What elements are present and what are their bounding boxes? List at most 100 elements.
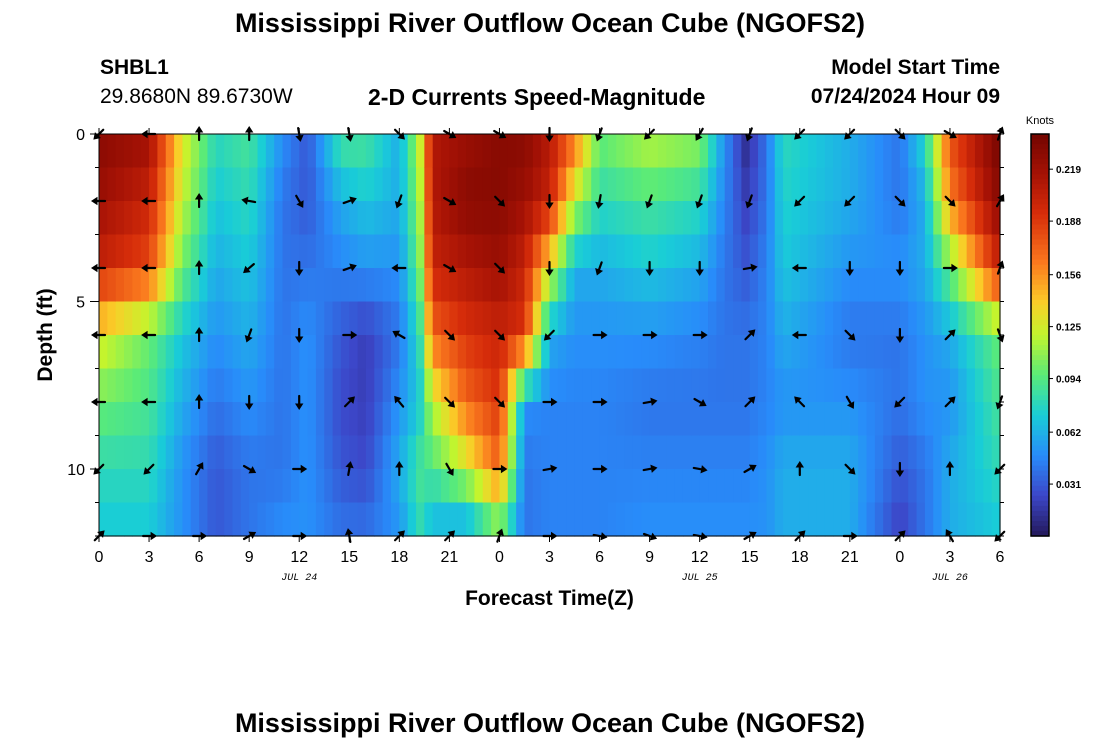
- heatmap-cell: [708, 167, 717, 202]
- heatmap-cell: [324, 469, 334, 504]
- heatmap-cell: [165, 234, 175, 269]
- heatmap-cell: [824, 234, 834, 269]
- heatmap-cell: [441, 335, 450, 370]
- heatmap-cell: [641, 502, 651, 537]
- heatmap-cell: [566, 201, 576, 236]
- heatmap-cell: [724, 234, 734, 269]
- heatmap-cell: [541, 167, 551, 202]
- heatmap-cell: [791, 167, 801, 202]
- heatmap-cell: [724, 368, 734, 403]
- heatmap-cell: [390, 167, 400, 202]
- heatmap-cell: [883, 402, 893, 437]
- heatmap-cell: [616, 502, 626, 537]
- colorbar-segment: [1031, 385, 1049, 391]
- heatmap-cell: [157, 167, 167, 202]
- heatmap-cell: [933, 469, 943, 504]
- heatmap-cell: [124, 134, 133, 169]
- heatmap-cell: [457, 469, 467, 504]
- heatmap-cell: [382, 134, 392, 169]
- arrow-head: [446, 468, 454, 476]
- heatmap-cell: [382, 435, 392, 470]
- arrow-head: [295, 403, 304, 410]
- heatmap-cell: [991, 301, 1001, 336]
- x-tick-label: 6: [195, 549, 204, 566]
- heatmap-cell: [149, 301, 158, 336]
- current-arrow: [894, 396, 906, 408]
- heatmap-cell: [849, 435, 859, 470]
- heatmap-cell: [624, 234, 634, 269]
- heatmap-cell: [340, 469, 350, 504]
- heatmap-cell: [624, 435, 634, 470]
- heatmap-cell: [591, 301, 601, 336]
- heatmap-cell: [691, 368, 701, 403]
- heatmap-cell: [783, 469, 793, 504]
- heatmap-cell: [441, 201, 450, 236]
- heatmap-cell: [824, 402, 834, 437]
- heatmap-cell: [432, 301, 442, 336]
- heatmap-cell: [933, 502, 943, 537]
- heatmap-cell: [591, 167, 601, 202]
- heatmap-cell: [424, 134, 434, 169]
- heatmap-cell: [541, 435, 551, 470]
- heatmap-cell: [232, 402, 242, 437]
- heatmap-cell: [983, 335, 993, 370]
- arrow-head: [497, 400, 506, 408]
- heatmap-cell: [916, 134, 926, 169]
- heatmap-cell: [766, 402, 776, 437]
- heatmap-cell: [424, 268, 434, 303]
- current-arrow: [292, 464, 308, 474]
- heatmap-cell: [332, 234, 342, 269]
- current-arrow: [545, 193, 554, 209]
- heatmap-cell: [199, 167, 209, 202]
- heatmap-cell: [933, 201, 943, 236]
- heatmap-cell: [140, 368, 150, 403]
- heatmap-cell: [774, 335, 784, 370]
- heatmap-cell: [691, 234, 701, 269]
- colorbar-segment: [1031, 480, 1049, 487]
- heatmap-cell: [933, 167, 943, 202]
- heatmap-cell: [474, 502, 484, 537]
- heatmap-cell: [290, 167, 300, 202]
- heatmap-cell: [733, 469, 742, 504]
- heatmap-cell: [791, 201, 801, 236]
- current-arrow: [495, 528, 504, 543]
- heatmap-cell: [766, 134, 776, 169]
- heatmap-cell: [758, 435, 767, 470]
- heatmap-cell: [441, 469, 450, 504]
- arrow-head: [497, 199, 506, 207]
- heatmap-cell: [224, 368, 234, 403]
- arrow-shaft: [943, 129, 954, 137]
- heatmap-cell: [874, 234, 884, 269]
- heatmap-cell: [532, 167, 542, 202]
- heatmap-cell: [466, 167, 476, 202]
- arrow-head: [347, 396, 355, 404]
- heatmap-cell: [716, 469, 726, 504]
- heatmap-cell: [549, 502, 559, 537]
- heatmap-cell: [265, 234, 275, 269]
- arrow-head: [394, 395, 402, 404]
- heatmap-cell: [716, 234, 726, 269]
- heatmap-cell: [382, 268, 392, 303]
- current-arrow: [295, 327, 304, 343]
- heatmap-cell: [107, 435, 117, 470]
- arrow-head: [945, 529, 953, 537]
- heatmap-cell: [874, 201, 884, 236]
- heatmap-cell: [132, 402, 142, 437]
- heatmap-cell: [516, 368, 526, 403]
- heatmap-cell: [516, 301, 526, 336]
- heatmap-cell: [207, 335, 217, 370]
- heatmap-cell: [199, 368, 209, 403]
- heatmap-cell: [682, 402, 692, 437]
- heatmap-cell: [499, 201, 509, 236]
- heatmap-cell: [249, 368, 259, 403]
- arrow-head: [595, 201, 604, 209]
- heatmap-cell: [908, 435, 918, 470]
- heatmap-cell: [365, 167, 375, 202]
- heatmap-cell: [349, 469, 359, 504]
- heatmap-cell: [549, 268, 559, 303]
- heatmap-cell: [332, 502, 342, 537]
- heatmap-cell: [824, 167, 834, 202]
- current-arrow: [692, 532, 708, 541]
- current-arrow: [244, 328, 253, 343]
- x-tick-label: 0: [495, 549, 504, 566]
